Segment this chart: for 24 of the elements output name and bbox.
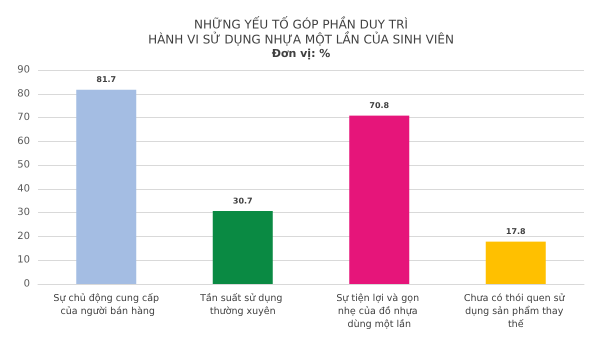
y-tick-label: 70 xyxy=(17,112,30,124)
bar xyxy=(486,242,546,284)
data-label: 81.7 xyxy=(96,75,116,84)
y-tick-label: 20 xyxy=(17,230,30,242)
data-label: 17.8 xyxy=(506,227,526,236)
x-tick-label: Sự tiện lợi và gọn nhẹ của đồ nhựa dùng một lần xyxy=(336,293,422,330)
x-tick-label: Chưa có thói quen sử dụng sản phẩm thay thế xyxy=(464,293,568,330)
chart-title: NHỮNG YẾU TỐ GÓP PHẦN DUY TRÌ HÀNH VI SỬ DỤNG NHỰA MỘT LẦN CỦA SINH VIÊN xyxy=(148,16,454,46)
y-tick-label: 80 xyxy=(17,88,30,100)
data-label: 30.7 xyxy=(232,196,253,206)
y-tick-label: 10 xyxy=(17,254,30,266)
y-tick-label: 0 xyxy=(24,278,30,290)
data-label: 70.8 xyxy=(369,101,390,110)
x-tick-label: Sự chủ động cung cấp của người bán hàng xyxy=(53,292,160,317)
bar xyxy=(349,116,410,284)
y-tick-label: 30 xyxy=(17,207,30,218)
bar xyxy=(212,211,273,284)
y-tick-label: 60 xyxy=(17,136,30,147)
chart-subtitle: Đơn vị: % xyxy=(272,47,330,60)
y-tick-label: 90 xyxy=(17,64,30,76)
x-tick-label: Tần suất sử dụng thường xuyên xyxy=(199,292,286,317)
y-tick-label: 50 xyxy=(17,160,30,171)
bar xyxy=(76,90,136,284)
y-tick-label: 40 xyxy=(17,183,30,194)
